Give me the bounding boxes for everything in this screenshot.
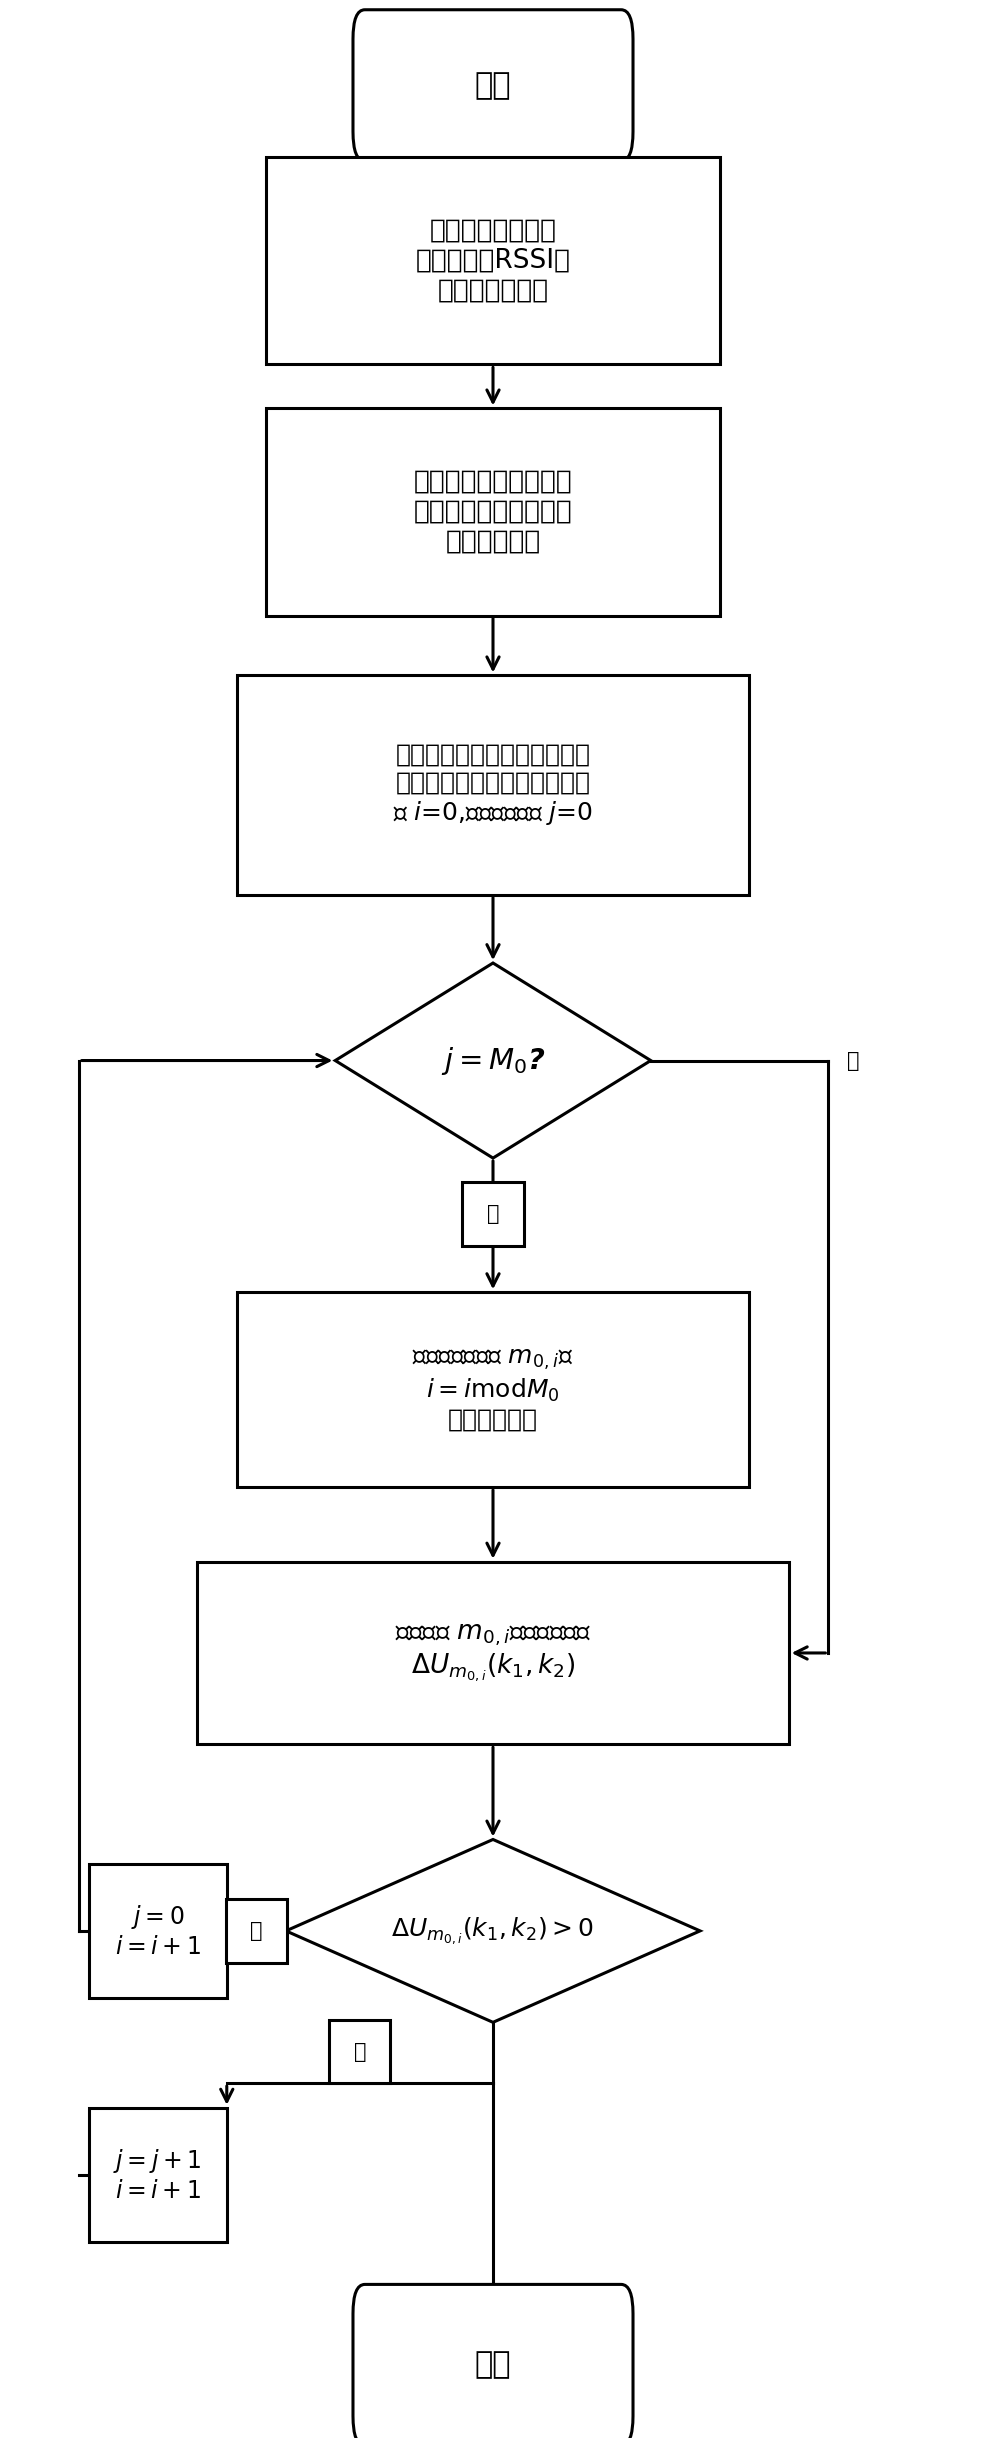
Text: $j=M_0$?: $j=M_0$? [441, 1043, 545, 1078]
FancyBboxPatch shape [353, 2284, 633, 2438]
Text: 否: 否 [487, 1204, 499, 1224]
Text: 是: 是 [250, 1921, 262, 1941]
Polygon shape [286, 1841, 700, 2024]
Text: 按照先家庭基站后宏基
站的次序为所有用户进
行子信道分配: 按照先家庭基站后宏基 站的次序为所有用户进 行子信道分配 [413, 468, 573, 556]
Bar [237, 675, 749, 895]
Polygon shape [335, 963, 651, 1158]
Text: 用户选取最大接收
信号强度（RSSI）
接入对应的基站: 用户选取最大接收 信号强度（RSSI） 接入对应的基站 [415, 217, 571, 305]
Bar [226, 1899, 287, 1963]
Text: $\Delta U_{m_{0,i}}(k_1,k_2)>0$: $\Delta U_{m_{0,i}}(k_1,k_2)>0$ [391, 1916, 595, 1946]
Bar [329, 2019, 390, 2082]
Text: $j=0$
$i=i+1$: $j=0$ $i=i+1$ [114, 1904, 201, 1958]
Bar [197, 1560, 789, 1746]
Text: $j=j+1$
$i=i+1$: $j=j+1$ $i=i+1$ [113, 2148, 202, 2202]
Text: 否: 否 [354, 2041, 366, 2063]
Bar [266, 156, 720, 366]
Text: 计算用户 $m_{0,i}$的网络效用差
$\Delta U_{m_{0,i}}(k_1,k_2)$: 计算用户 $m_{0,i}$的网络效用差 $\Delta U_{m_{0,i}}… [394, 1621, 592, 1685]
Bar [89, 1865, 227, 1999]
Text: 结束: 结束 [474, 2350, 512, 2379]
Bar [266, 410, 720, 617]
Bar [237, 1292, 749, 1487]
FancyBboxPatch shape [353, 10, 633, 161]
Text: 选取重叠覆盖区域的所有用户
集合，初始化集合中的用户索
引 $i$=0,以及结束条件 $j$=0: 选取重叠覆盖区域的所有用户 集合，初始化集合中的用户索 引 $i$=0,以及结束… [393, 744, 593, 826]
Text: 对重叠区域用户 $m_{0,i}$，
$i=i\mathrm{mod}M_0$
进行关联控制: 对重叠区域用户 $m_{0,i}$， $i=i\mathrm{mod}M_0$ … [412, 1348, 574, 1431]
Text: 是: 是 [847, 1051, 859, 1070]
Bar [89, 2106, 227, 2243]
Text: 开始: 开始 [474, 71, 512, 100]
Bar [462, 1182, 524, 1246]
